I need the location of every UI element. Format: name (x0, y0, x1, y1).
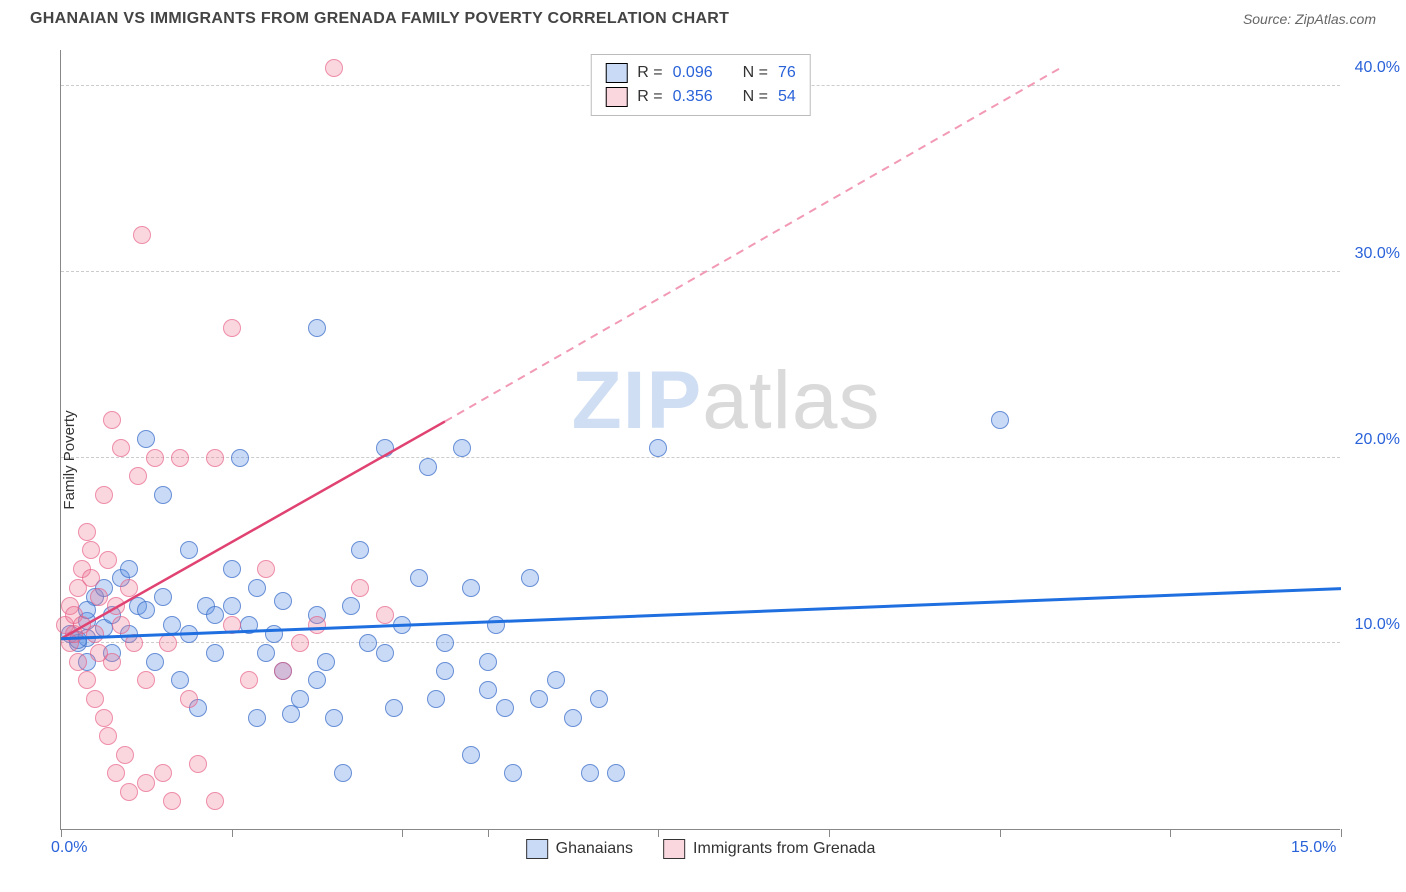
legend-n-value-a: 76 (778, 64, 796, 82)
y-tick-label: 40.0% (1355, 59, 1400, 77)
x-tick (488, 829, 489, 837)
series-legend: Ghanaians Immigrants from Grenada (526, 839, 876, 859)
legend-label-b: Immigrants from Grenada (693, 840, 875, 858)
x-tick (829, 829, 830, 837)
swatch-ghanaians-icon (526, 839, 548, 859)
swatch-ghanaians-icon (605, 63, 627, 83)
x-tick-label: 0.0% (51, 839, 87, 857)
legend-r-value-b: 0.356 (673, 88, 713, 106)
plot-area: ZIPatlas R = 0.096 N = 76 R = 0.356 N = … (60, 50, 1340, 830)
correlation-legend: R = 0.096 N = 76 R = 0.356 N = 54 (590, 54, 811, 116)
trendline (61, 50, 1341, 830)
swatch-grenada-icon (605, 87, 627, 107)
y-tick-label: 30.0% (1355, 245, 1400, 263)
legend-row-ghanaians: R = 0.096 N = 76 (605, 61, 796, 85)
chart-title: GHANAIAN VS IMMIGRANTS FROM GRENADA FAMI… (30, 10, 729, 28)
x-tick-label: 15.0% (1291, 839, 1336, 857)
legend-n-value-b: 54 (778, 88, 796, 106)
legend-r-value-a: 0.096 (673, 64, 713, 82)
legend-r-label: R = (637, 88, 662, 106)
legend-row-grenada: R = 0.356 N = 54 (605, 85, 796, 109)
chart-source: Source: ZipAtlas.com (1243, 11, 1376, 27)
x-tick (402, 829, 403, 837)
y-tick-label: 10.0% (1355, 616, 1400, 634)
chart-header: GHANAIAN VS IMMIGRANTS FROM GRENADA FAMI… (0, 0, 1406, 28)
legend-n-label: N = (743, 64, 768, 82)
legend-r-label: R = (637, 64, 662, 82)
x-tick (61, 829, 62, 837)
legend-label-a: Ghanaians (556, 840, 633, 858)
x-tick (1000, 829, 1001, 837)
x-tick (1341, 829, 1342, 837)
x-tick (232, 829, 233, 837)
swatch-grenada-icon (663, 839, 685, 859)
x-tick (658, 829, 659, 837)
legend-n-label: N = (743, 88, 768, 106)
legend-item-ghanaians: Ghanaians (526, 839, 633, 859)
y-tick-label: 20.0% (1355, 431, 1400, 449)
legend-item-grenada: Immigrants from Grenada (663, 839, 875, 859)
x-tick (1170, 829, 1171, 837)
chart-area: Family Poverty ZIPatlas R = 0.096 N = 76… (50, 50, 1380, 870)
